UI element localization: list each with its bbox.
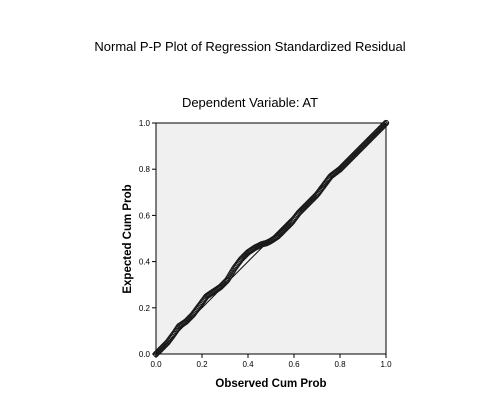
ticks-layer: 0.0 0.2 0.4 0.6 0.8 1.0 0.0 0.2 0.4 0.6 0.8 1.0 — [139, 119, 392, 369]
x-tick-label: 0.8 — [334, 360, 346, 369]
x-axis-label: Observed Cum Prob — [215, 378, 326, 390]
y-tick-label: 0.4 — [139, 258, 151, 267]
y-tick-label: 0.0 — [139, 350, 151, 359]
y-tick-label: 1.0 — [139, 119, 151, 128]
x-tick-label: 0.6 — [288, 360, 300, 369]
y-tick-label: 0.8 — [139, 165, 151, 174]
points-layer — [152, 119, 390, 358]
x-tick-label: 0.0 — [150, 360, 162, 369]
chart-subtitle: Dependent Variable: AT — [182, 95, 318, 110]
x-tick-label: 0.4 — [242, 360, 254, 369]
data-point — [381, 120, 389, 128]
y-tick-label: 0.2 — [139, 304, 151, 313]
y-tick-label: 0.6 — [139, 211, 151, 220]
x-tick-label: 1.0 — [380, 360, 392, 369]
y-axis-label: Expected Cum Prob — [122, 184, 134, 293]
chart-title: Normal P-P Plot of Regression Standardiz… — [94, 39, 405, 54]
x-tick-label: 0.2 — [196, 360, 208, 369]
data-point — [382, 119, 390, 127]
